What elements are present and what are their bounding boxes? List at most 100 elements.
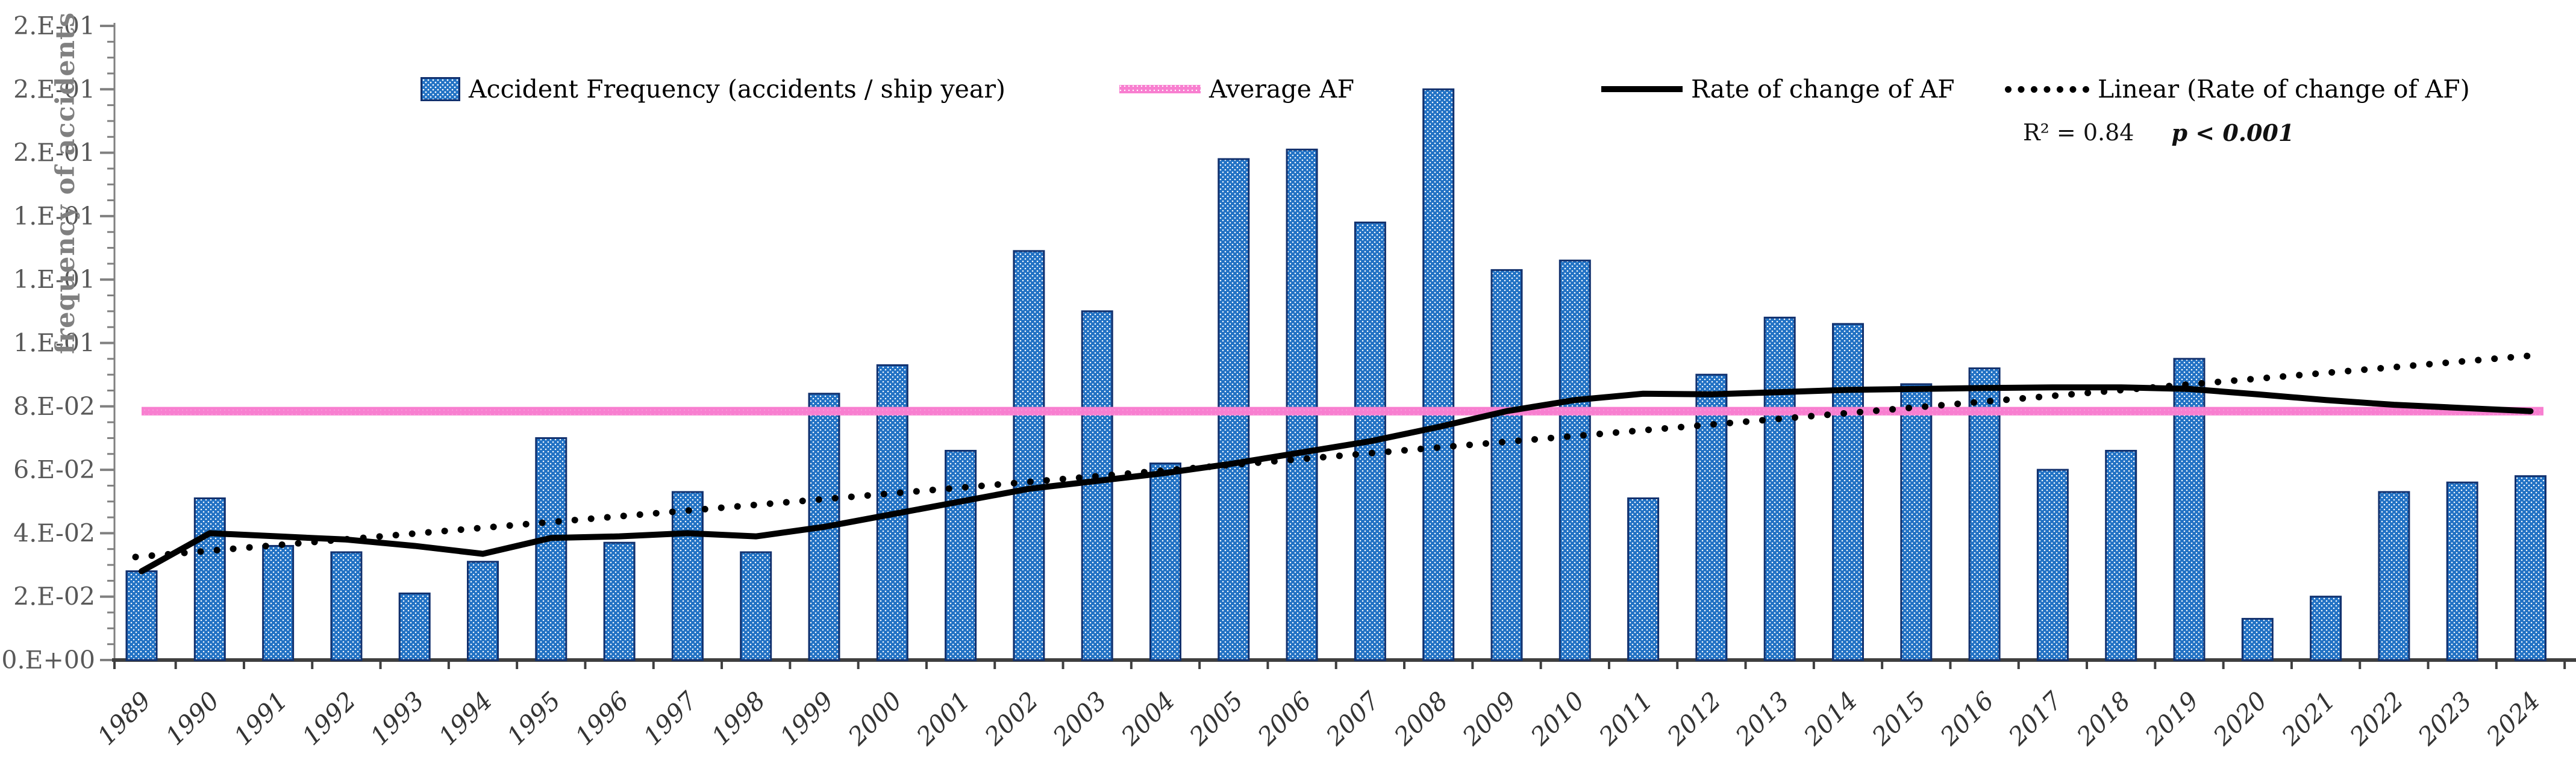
y-tick-label: 1.E-01 xyxy=(13,329,95,358)
black-line-swatch-icon xyxy=(1601,86,1683,92)
y-tick-label: 2.E-01 xyxy=(13,75,95,104)
x-tick-label-2008: 2008 xyxy=(1388,686,1453,751)
x-tick-label-2024: 2024 xyxy=(2480,686,2545,751)
x-tick-label-2006: 2006 xyxy=(1252,686,1317,751)
bar-1992 xyxy=(330,551,363,661)
x-tick-label-2012: 2012 xyxy=(1662,686,1727,751)
x-tick-label-1994: 1994 xyxy=(433,686,498,751)
bar-2011 xyxy=(1627,497,1660,661)
bar-2024 xyxy=(2515,475,2546,661)
y-axis: 2.E-01 2.E-01 2.E-01 1.E-01 1.E-01 1.E-01 8.E-… xyxy=(1,11,116,674)
bar-2004 xyxy=(1149,463,1181,661)
x-tick-label-2016: 2016 xyxy=(1934,686,1999,751)
x-tick-label-1992: 1992 xyxy=(296,686,361,751)
bar-2008 xyxy=(1422,88,1455,661)
x-tick-label-2004: 2004 xyxy=(1115,686,1180,751)
bar-1996 xyxy=(603,541,636,661)
bar-1998 xyxy=(740,551,772,661)
x-tick-label-2021: 2021 xyxy=(2275,686,2340,751)
x-tick-label-2000: 2000 xyxy=(842,686,907,751)
x-tick-label-1998: 1998 xyxy=(706,686,771,751)
p-value: p < 0.001 xyxy=(2171,119,2295,146)
bar-2006 xyxy=(1286,148,1318,661)
x-tick-label-2017: 2017 xyxy=(2002,685,2068,751)
x-tick-label-2019: 2019 xyxy=(2139,686,2204,751)
x-tick-label-2018: 2018 xyxy=(2071,686,2136,751)
x-tick-label-2011: 2011 xyxy=(1593,686,1658,751)
y-tick-label: 2.E-01 xyxy=(13,139,95,167)
bar-2013 xyxy=(1763,316,1796,661)
x-tick-label-1991: 1991 xyxy=(228,686,293,751)
bar-2023 xyxy=(2446,481,2478,661)
y-axis-title: frequency of accidents xyxy=(51,11,81,354)
legend-label-accident-frequency: Accident Frequency (accidents / ship yea… xyxy=(469,75,1005,104)
x-tick-label-2007: 2007 xyxy=(1320,685,1386,751)
y-tick-label: 2.E-01 xyxy=(13,11,95,40)
bar-1997 xyxy=(671,491,704,661)
bar-2003 xyxy=(1081,310,1113,661)
legend-label-average-af: Average AF xyxy=(1209,75,1355,104)
bar-2017 xyxy=(2036,469,2069,661)
legend-item-accident-frequency: Accident Frequency (accidents / ship yea… xyxy=(420,73,1005,105)
bar-1991 xyxy=(262,544,295,661)
bar-2002 xyxy=(1013,250,1045,661)
bar-2015 xyxy=(1900,383,1933,661)
y-tick-label: 8.E-02 xyxy=(13,392,95,421)
pink-line-swatch-icon xyxy=(1119,85,1201,93)
bars-group xyxy=(125,88,2546,661)
x-tick-label-2005: 2005 xyxy=(1183,686,1248,751)
bar-2016 xyxy=(1968,367,2001,661)
x-tick-label-1993: 1993 xyxy=(365,686,430,751)
x-tick-label-2022: 2022 xyxy=(2344,686,2409,751)
x-tick-label-1996: 1996 xyxy=(569,686,634,751)
x-tick-label-1999: 1999 xyxy=(774,686,839,751)
x-tick-label-2014: 2014 xyxy=(1798,686,1863,751)
legend-item-linear-trend: Linear (Rate of change of AF) xyxy=(2005,73,2470,105)
x-tick-label-2003: 2003 xyxy=(1047,686,1112,751)
bar-1995 xyxy=(535,437,567,661)
y-tick-label: 1.E-01 xyxy=(13,202,95,231)
y-tick-label: 6.E-02 xyxy=(13,455,95,484)
x-tick-label-2015: 2015 xyxy=(1866,686,1931,751)
bar-2010 xyxy=(1558,260,1591,661)
lines-group xyxy=(132,352,2543,575)
bar-1994 xyxy=(467,561,499,661)
x-tick-label-2023: 2023 xyxy=(2412,686,2477,751)
x-tick-label-2013: 2013 xyxy=(1730,686,1795,751)
rate-of-change-line xyxy=(139,384,2534,575)
bar-2020 xyxy=(2241,618,2274,661)
r-squared-value: R² = 0.84 xyxy=(2023,119,2134,146)
dotted-line-swatch-icon xyxy=(2005,86,2089,93)
x-tick-label-1989: 1989 xyxy=(92,686,157,751)
legend-label-rate-of-change: Rate of change of AF xyxy=(1691,75,1955,104)
x-tick-label-1995: 1995 xyxy=(501,686,566,751)
y-tick-label: 2.E-02 xyxy=(13,582,95,611)
bar-1993 xyxy=(398,592,431,661)
x-axis: 1989 1990 1991 1992 1993 1994 1995 1996 1997 1998… xyxy=(92,658,2576,752)
bar-2001 xyxy=(945,450,977,661)
x-tick-label-1997: 1997 xyxy=(638,685,703,750)
legend-label-linear-trend: Linear (Rate of change of AF) xyxy=(2098,75,2470,104)
legend-item-rate-of-change: Rate of change of AF xyxy=(1601,73,1955,105)
bar-2012 xyxy=(1695,373,1728,661)
bar-2019 xyxy=(2173,358,2206,661)
bar-1990 xyxy=(193,497,226,661)
y-tick-label: 0.E+00 xyxy=(1,646,95,674)
x-tick-label-1990: 1990 xyxy=(160,686,225,751)
bar-1989 xyxy=(125,570,158,661)
x-tick-label-2010: 2010 xyxy=(1525,686,1590,751)
y-tick-label: 1.E-01 xyxy=(13,265,95,294)
bar-pattern-swatch-icon xyxy=(420,77,460,101)
legend-item-average-af: Average AF xyxy=(1119,73,1354,105)
bar-2009 xyxy=(1490,269,1523,661)
statistics-annotation: R² = 0.84 p < 0.001 xyxy=(2023,119,2294,146)
bar-2014 xyxy=(1832,323,1864,661)
x-tick-label-2020: 2020 xyxy=(2207,686,2272,751)
bar-2021 xyxy=(2310,596,2342,661)
y-tick-label: 4.E-02 xyxy=(13,519,95,547)
x-tick-label-2009: 2009 xyxy=(1457,686,1522,751)
bar-2018 xyxy=(2105,450,2137,661)
x-tick-label-2002: 2002 xyxy=(979,686,1044,751)
